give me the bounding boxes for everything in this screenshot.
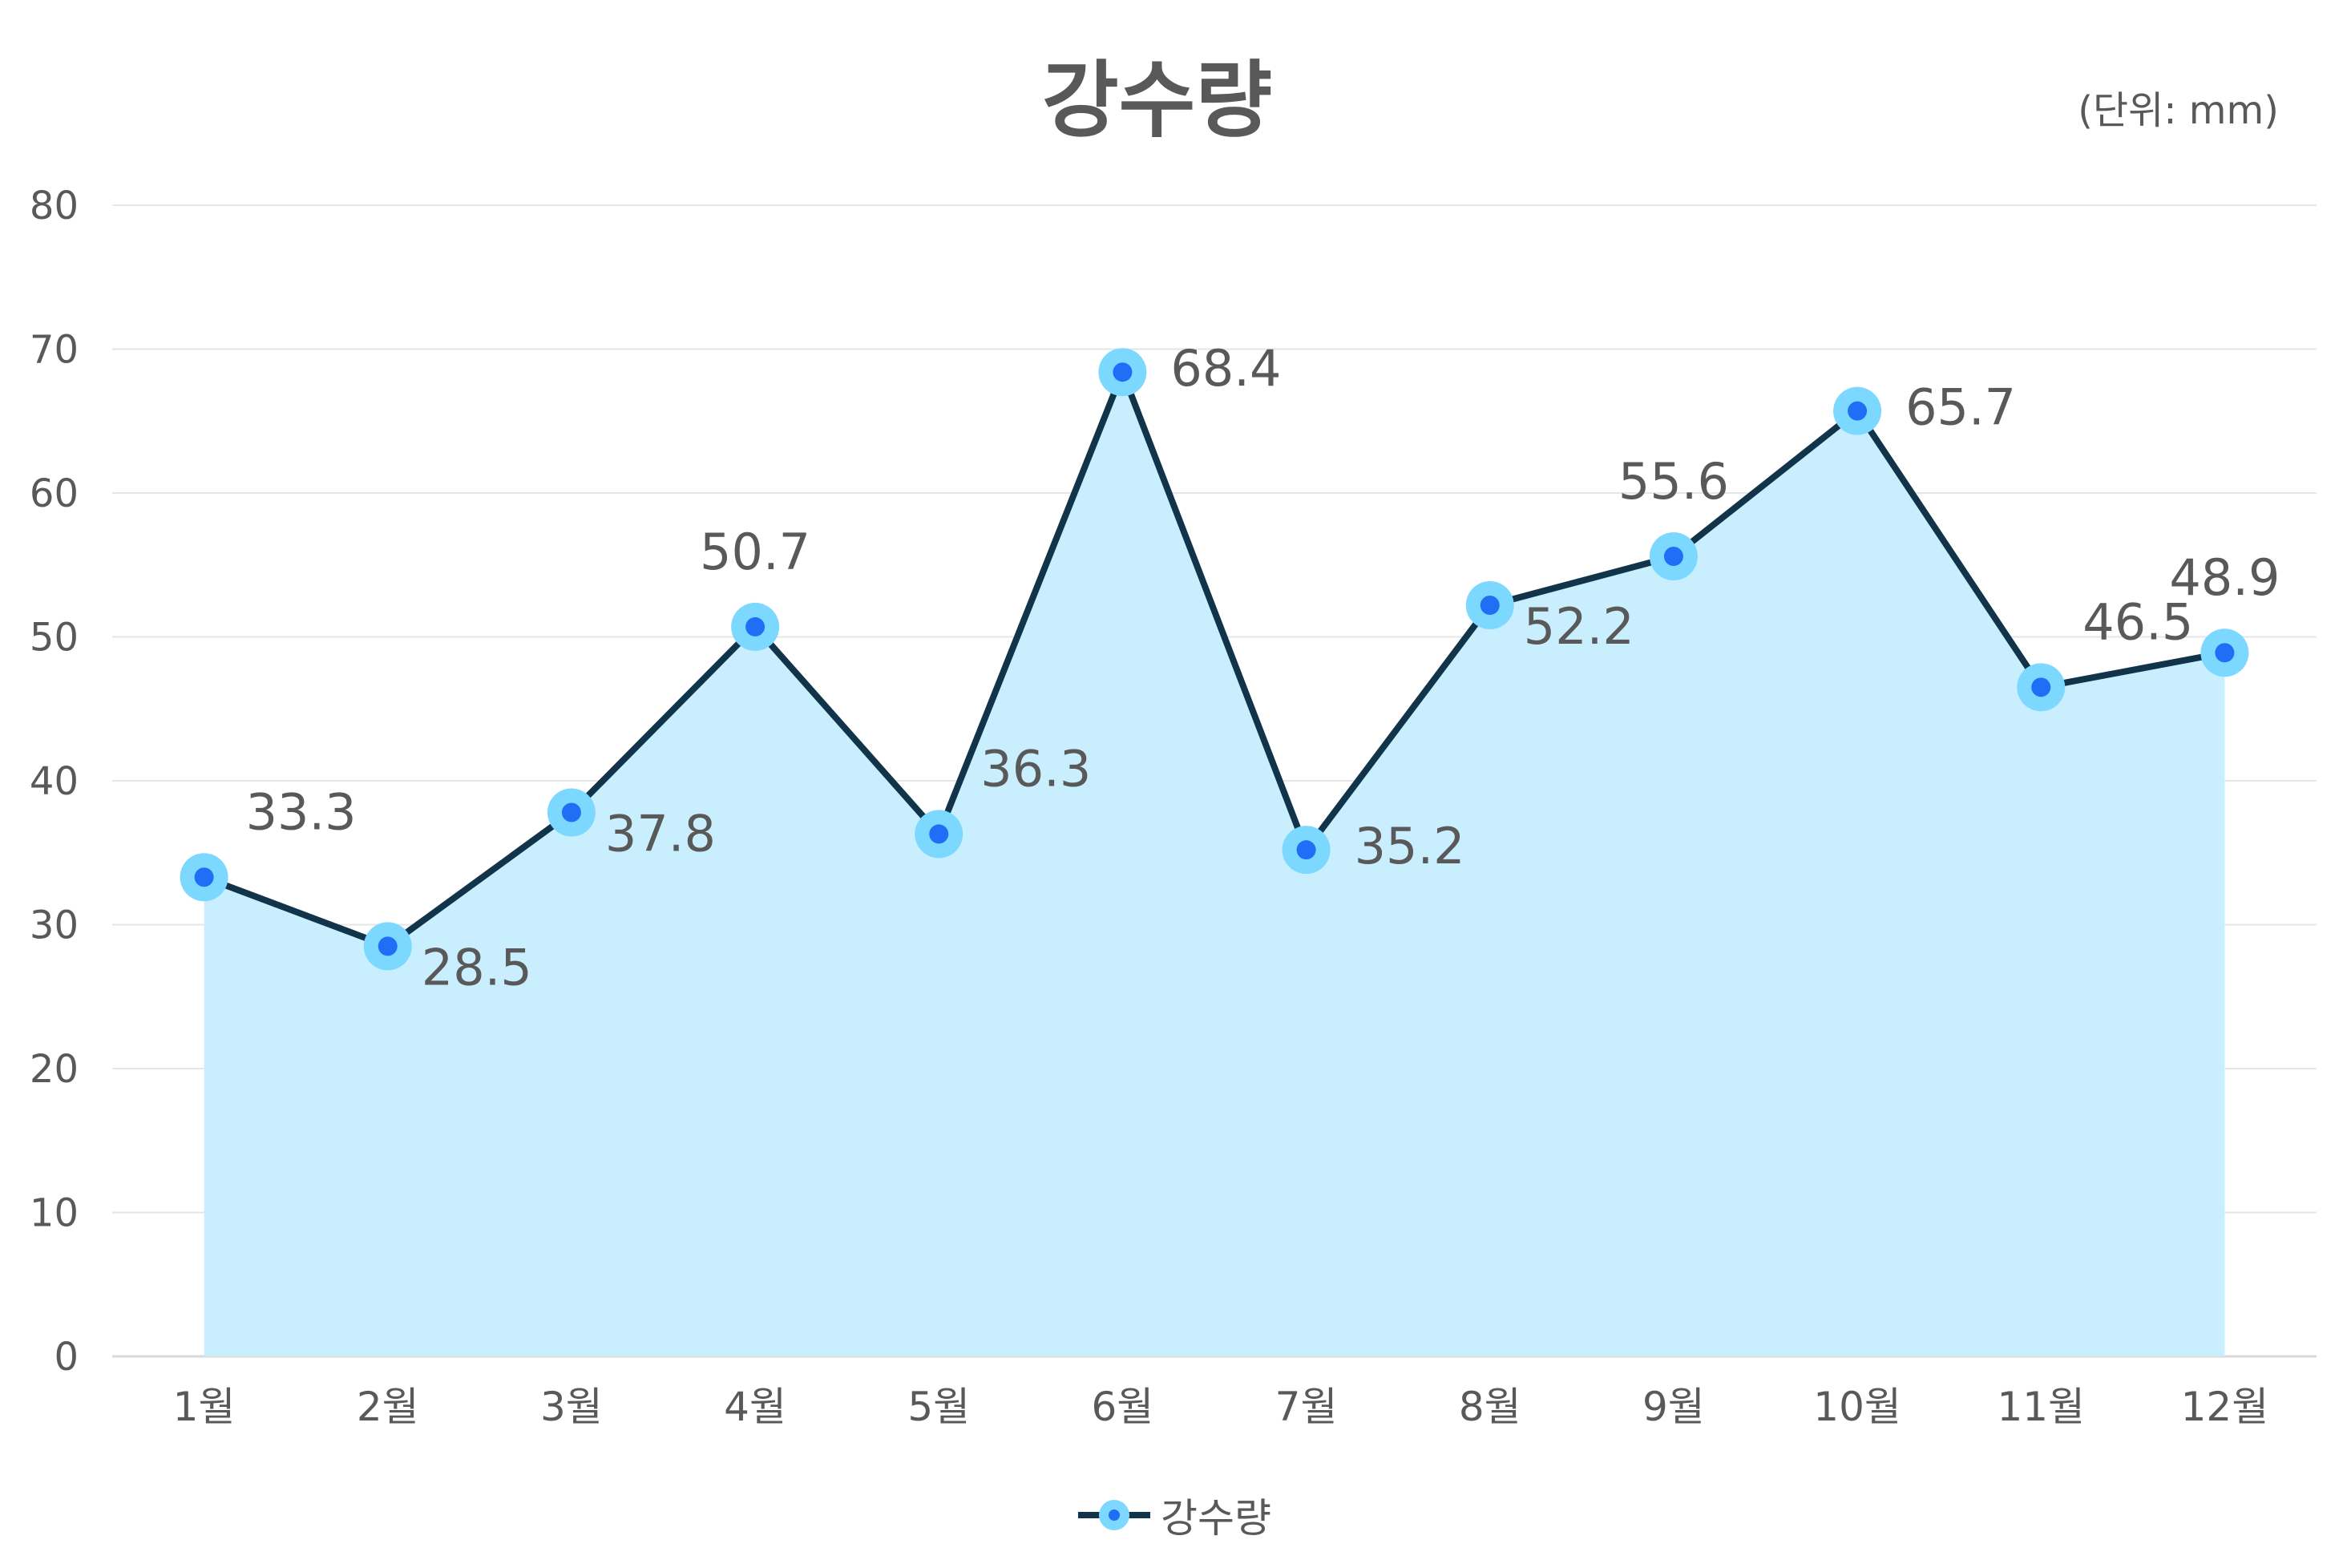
unit-note: (단위: mm) xyxy=(2078,88,2279,133)
data-label-9: 55.6 xyxy=(1618,452,1729,511)
data-point-core-9 xyxy=(1663,546,1683,566)
x-tick-label-9: 9월 xyxy=(1642,1384,1705,1430)
data-label-2: 28.5 xyxy=(422,938,532,996)
series-area-fill xyxy=(204,372,2225,1357)
y-tick-label-60: 60 xyxy=(30,471,79,516)
data-point-core-2 xyxy=(378,936,398,956)
y-tick-label-70: 70 xyxy=(30,328,79,373)
data-point-core-10 xyxy=(1848,401,1868,421)
x-tick-label-12: 12월 xyxy=(2181,1384,2269,1430)
y-tick-label-80: 80 xyxy=(30,184,79,228)
data-point-core-8 xyxy=(1480,596,1500,616)
data-label-6: 68.4 xyxy=(1170,339,1281,398)
x-tick-label-8: 8월 xyxy=(1459,1384,1521,1430)
data-point-core-11 xyxy=(2031,677,2051,697)
data-label-11: 46.5 xyxy=(2082,592,2193,651)
x-tick-label-11: 11월 xyxy=(1997,1384,2085,1430)
y-tick-label-10: 10 xyxy=(30,1191,79,1236)
x-tick-label-1: 1월 xyxy=(173,1384,236,1430)
data-label-8: 52.2 xyxy=(1524,597,1634,656)
data-point-core-3 xyxy=(561,802,581,822)
data-label-3: 37.8 xyxy=(605,804,716,863)
data-point-core-6 xyxy=(1113,362,1133,382)
data-point-core-12 xyxy=(2215,643,2235,663)
data-point-core-4 xyxy=(745,616,765,636)
data-label-4: 50.7 xyxy=(700,523,810,581)
x-tick-label-6: 6월 xyxy=(1092,1384,1154,1430)
data-label-12: 48.9 xyxy=(2169,548,2280,607)
data-point-core-1 xyxy=(194,867,214,887)
data-point-core-5 xyxy=(929,824,949,844)
data-label-10: 65.7 xyxy=(1905,378,2016,437)
series-line xyxy=(203,369,2226,950)
chart-title: 강수량 xyxy=(1042,51,1273,149)
legend-label: 강수량 xyxy=(1161,1495,1271,1542)
data-label-5: 36.3 xyxy=(980,739,1091,798)
y-tick-label-30: 30 xyxy=(30,903,79,948)
data-label-7: 35.2 xyxy=(1355,817,1465,875)
x-tick-label-4: 4월 xyxy=(724,1384,786,1430)
legend: 강수량 xyxy=(1074,1483,1271,1547)
legend-marker-icon xyxy=(1078,1500,1150,1530)
x-tick-label-10: 10월 xyxy=(1813,1384,1901,1430)
x-tick-label-2: 2월 xyxy=(357,1384,419,1430)
y-tick-label-0: 0 xyxy=(54,1335,79,1380)
x-tick-label-5: 5월 xyxy=(907,1384,970,1430)
y-tick-label-20: 20 xyxy=(30,1047,79,1092)
y-tick-label-40: 40 xyxy=(30,759,79,804)
data-point-core-7 xyxy=(1296,840,1316,860)
y-tick-label-50: 50 xyxy=(30,616,79,661)
data-label-1: 33.3 xyxy=(246,782,357,841)
x-tick-label-7: 7월 xyxy=(1275,1384,1338,1430)
x-tick-label-3: 3월 xyxy=(540,1384,603,1430)
